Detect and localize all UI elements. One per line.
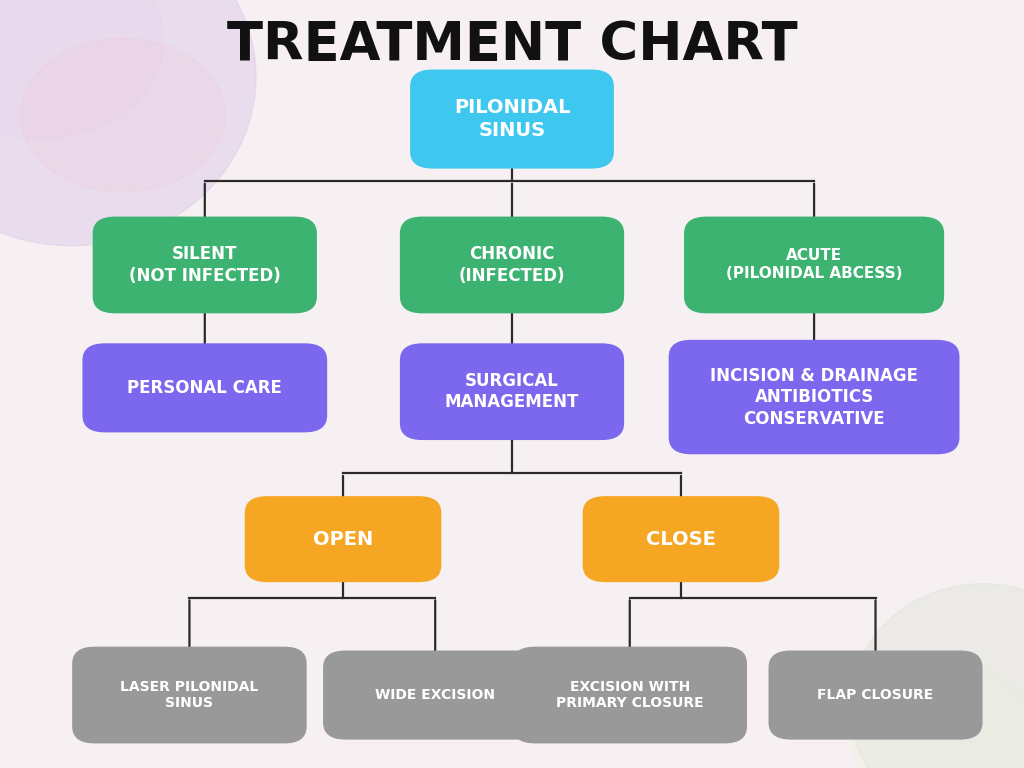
Text: OPEN: OPEN xyxy=(313,530,373,548)
FancyBboxPatch shape xyxy=(399,343,624,440)
Ellipse shape xyxy=(0,0,164,138)
FancyBboxPatch shape xyxy=(512,647,746,743)
FancyBboxPatch shape xyxy=(410,70,613,169)
Text: LASER PILONIDAL
SINUS: LASER PILONIDAL SINUS xyxy=(120,680,259,710)
Text: ACUTE
(PILONIDAL ABCESS): ACUTE (PILONIDAL ABCESS) xyxy=(726,249,902,281)
FancyBboxPatch shape xyxy=(72,647,307,743)
FancyBboxPatch shape xyxy=(768,650,983,740)
FancyBboxPatch shape xyxy=(669,340,959,455)
Text: PILONIDAL
SINUS: PILONIDAL SINUS xyxy=(454,98,570,140)
FancyBboxPatch shape xyxy=(93,217,317,313)
Text: INCISION & DRAINAGE
ANTIBIOTICS
CONSERVATIVE: INCISION & DRAINAGE ANTIBIOTICS CONSERVA… xyxy=(710,366,919,428)
FancyBboxPatch shape xyxy=(684,217,944,313)
Text: CLOSE: CLOSE xyxy=(646,530,716,548)
Text: WIDE EXCISION: WIDE EXCISION xyxy=(375,688,496,702)
Text: EXCISION WITH
PRIMARY CLOSURE: EXCISION WITH PRIMARY CLOSURE xyxy=(556,680,703,710)
Ellipse shape xyxy=(20,38,225,192)
Text: SURGICAL
MANAGEMENT: SURGICAL MANAGEMENT xyxy=(444,372,580,412)
FancyBboxPatch shape xyxy=(245,496,441,582)
Text: PERSONAL CARE: PERSONAL CARE xyxy=(127,379,283,397)
Text: CHRONIC
(INFECTED): CHRONIC (INFECTED) xyxy=(459,245,565,285)
Ellipse shape xyxy=(850,584,1024,768)
Ellipse shape xyxy=(850,660,1024,768)
Text: SILENT
(NOT INFECTED): SILENT (NOT INFECTED) xyxy=(129,245,281,285)
Text: TREATMENT CHART: TREATMENT CHART xyxy=(226,19,798,71)
FancyBboxPatch shape xyxy=(399,217,624,313)
Ellipse shape xyxy=(0,0,256,246)
Text: FLAP CLOSURE: FLAP CLOSURE xyxy=(817,688,934,702)
FancyBboxPatch shape xyxy=(324,650,547,740)
FancyBboxPatch shape xyxy=(583,496,779,582)
FancyBboxPatch shape xyxy=(83,343,328,432)
